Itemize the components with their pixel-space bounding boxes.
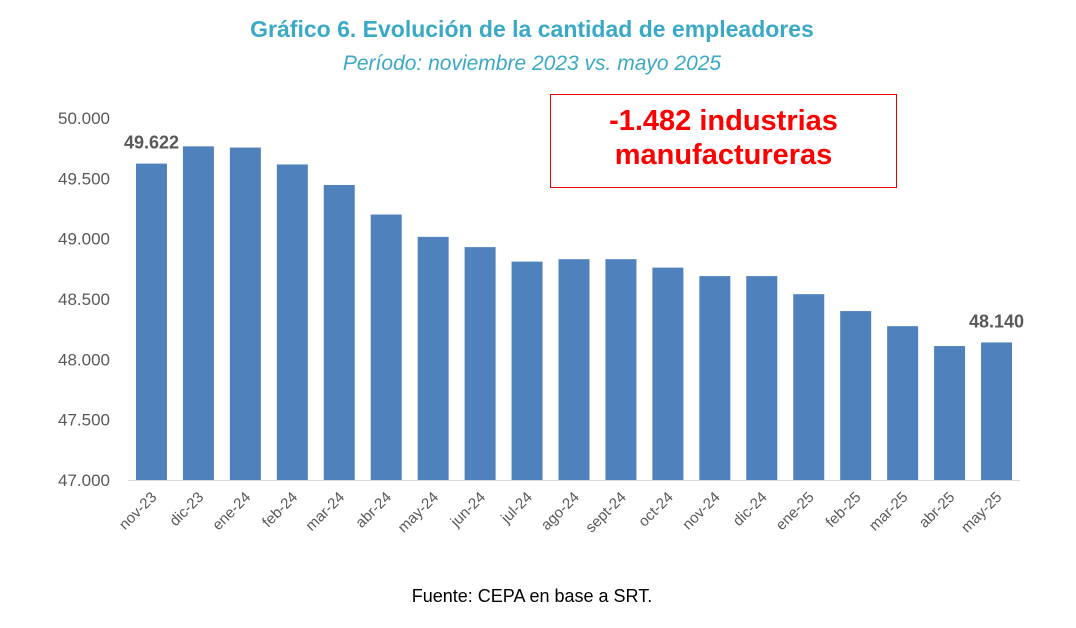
bar xyxy=(323,184,355,480)
x-tick-label: mar-24 xyxy=(302,489,348,535)
bar xyxy=(746,276,778,480)
bar xyxy=(934,346,966,480)
bar xyxy=(370,214,402,481)
x-tick-label: abr-24 xyxy=(352,489,395,532)
x-tick-label: may-24 xyxy=(395,489,442,536)
chart-title: Gráfico 6. Evolución de la cantidad de e… xyxy=(250,16,814,42)
chart-subtitle: Período: noviembre 2023 vs. mayo 2025 xyxy=(342,52,722,75)
x-tick-label: abr-25 xyxy=(916,489,959,532)
x-tick-label: feb-25 xyxy=(822,489,864,531)
y-tick-label: 48.000 xyxy=(58,350,110,369)
source-note: Fuente: CEPA en base a SRT. xyxy=(411,586,653,606)
x-tick-label: nov-24 xyxy=(679,489,723,533)
x-tick-label: ene-24 xyxy=(209,489,254,534)
data-label: 49.622 xyxy=(124,133,179,153)
annotation-box: -1.482 industrias manufactureras xyxy=(550,94,897,188)
bar xyxy=(699,276,731,480)
x-tick-label: jul-24 xyxy=(497,489,536,528)
bar xyxy=(605,259,637,480)
x-tick-label: sept-24 xyxy=(582,489,629,536)
bar xyxy=(511,261,543,480)
bar xyxy=(229,147,261,480)
y-tick-label: 49.000 xyxy=(58,230,110,249)
bar xyxy=(182,146,214,480)
bar xyxy=(276,164,308,480)
x-tick-label: ene-25 xyxy=(773,489,818,534)
bar xyxy=(840,311,872,480)
annotation-line-1: -1.482 industrias xyxy=(609,105,838,137)
x-tick-label: may-25 xyxy=(958,489,1005,536)
bar xyxy=(558,259,590,480)
x-tick-label: oct-24 xyxy=(635,489,677,531)
x-tick-label: dic-24 xyxy=(730,489,771,530)
annotation-line-2: manufactureras xyxy=(614,139,833,171)
x-tick-label: ago-24 xyxy=(538,489,583,534)
bar xyxy=(981,342,1013,480)
x-tick-label: feb-24 xyxy=(259,489,301,531)
y-tick-label: 48.500 xyxy=(58,290,110,309)
x-tick-label: dic-23 xyxy=(166,489,207,530)
y-tick-label: 47.500 xyxy=(58,411,110,430)
bar xyxy=(417,236,449,480)
x-tick-label: mar-25 xyxy=(866,489,912,535)
data-label: 48.140 xyxy=(969,311,1024,331)
x-tick-label: jun-24 xyxy=(447,489,489,531)
bar xyxy=(652,267,684,480)
bar xyxy=(793,294,825,480)
y-tick-label: 49.500 xyxy=(58,169,110,188)
y-tick-label: 50.000 xyxy=(58,109,110,128)
x-tick-label: nov-23 xyxy=(116,489,160,533)
bar xyxy=(464,247,496,480)
y-tick-label: 47.000 xyxy=(58,471,110,490)
bar xyxy=(887,326,919,480)
bar xyxy=(135,163,167,480)
